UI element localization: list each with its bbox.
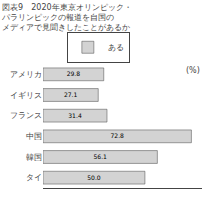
- svg-text:図表9 2020年東京オリンピック・パラリンピックの報道を自: 図表9 2020年東京オリンピック・パラリンピックの報道を自国のメディアで見聞き…: [1, 3, 131, 33]
- svg-text:72.8: 72.8: [110, 132, 124, 139]
- svg-text:ある: ある: [108, 43, 124, 52]
- svg-text:中国: 中国: [26, 132, 42, 141]
- svg-text:フランス: フランス: [10, 111, 42, 120]
- svg-text:イギリス: イギリス: [10, 91, 42, 100]
- svg-text:(%): (%): [186, 66, 200, 75]
- svg-text:31.4: 31.4: [68, 112, 82, 119]
- svg-text:アメリカ: アメリカ: [10, 70, 42, 79]
- svg-text:56.1: 56.1: [93, 153, 107, 160]
- svg-text:50.0: 50.0: [87, 174, 101, 181]
- svg-text:29.8: 29.8: [67, 70, 81, 77]
- svg-text:タイ: タイ: [26, 173, 42, 182]
- svg-text:27.1: 27.1: [64, 91, 78, 98]
- svg-text:韓国: 韓国: [26, 153, 42, 162]
